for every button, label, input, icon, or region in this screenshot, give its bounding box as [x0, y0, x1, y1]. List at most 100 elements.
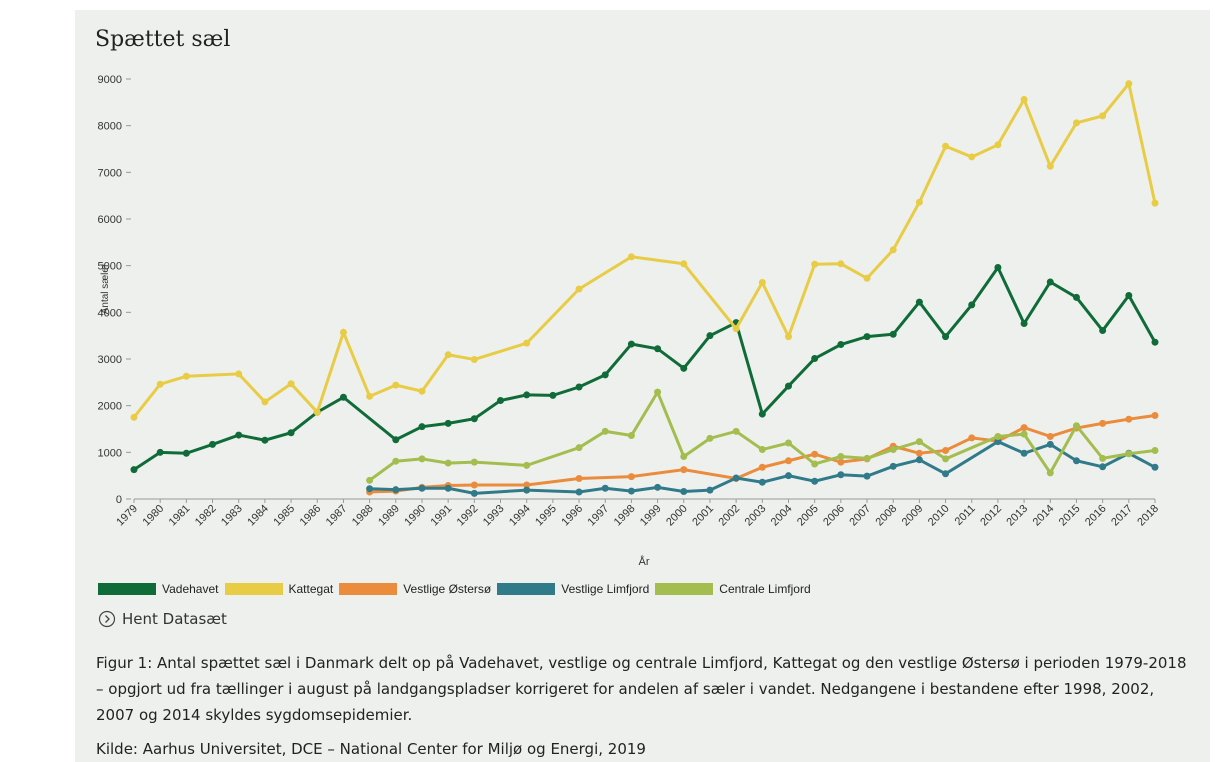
x-tick-label: 1992 [455, 503, 481, 529]
data-point [287, 429, 295, 437]
x-tick-label: 2018 [1135, 503, 1161, 529]
data-point [680, 453, 688, 461]
data-point [444, 459, 452, 467]
x-axis-label: År [639, 555, 650, 568]
data-point [470, 355, 478, 363]
y-tick-label: 5000 [98, 261, 122, 273]
x-tick-label: 1980 [141, 503, 167, 529]
x-tick-label: 1983 [219, 503, 245, 529]
data-point [758, 478, 766, 486]
data-point [1125, 450, 1133, 458]
data-point [575, 285, 583, 293]
source: Kilde: Aarhus Universitet, DCE – Nationa… [96, 740, 646, 758]
legend-label: Centrale Limfjord [719, 582, 811, 596]
data-point [1099, 112, 1107, 120]
data-point [261, 436, 269, 444]
data-point [1072, 422, 1080, 430]
data-point [1046, 469, 1054, 477]
data-point [470, 458, 478, 466]
data-point [942, 455, 950, 463]
x-tick-label: 2002 [716, 503, 742, 529]
data-point [889, 462, 897, 470]
data-point [627, 340, 635, 348]
data-point [1020, 449, 1028, 457]
chart: Spættet sæl Antal sæler År 0 1000 2000 3000… [95, 27, 1161, 568]
data-point [942, 142, 950, 150]
chart-title: Spættet sæl [95, 27, 230, 52]
legend-item[interactable]: Centrale Limfjord [655, 582, 811, 596]
data-point [392, 381, 400, 389]
data-point [706, 434, 714, 442]
x-tick-label: 2013 [1004, 503, 1030, 529]
y-tick-label: 3000 [98, 354, 122, 366]
data-point [942, 333, 950, 341]
legend-swatch [98, 583, 156, 595]
data-point [1020, 96, 1028, 104]
legend: Vadehavet Kattegat Vestlige Østersø Vestlig… [98, 582, 817, 596]
x-tick-label: 1979 [114, 503, 140, 529]
data-point [942, 446, 950, 454]
caption: Figur 1: Antal spættet sæl i Danmark del… [96, 654, 1187, 724]
legend-item[interactable]: Vadehavet [98, 582, 219, 596]
download-label[interactable]: Hent Datasæt [122, 610, 227, 628]
x-tick-label: 2000 [664, 503, 690, 529]
x-tick-label: 1989 [376, 503, 402, 529]
data-point [1046, 432, 1054, 440]
data-point [523, 391, 531, 399]
data-point [549, 391, 557, 399]
x-tick-label: 1996 [559, 503, 585, 529]
data-point [1099, 454, 1107, 462]
y-tick-label: 9000 [98, 74, 122, 86]
x-tick-label: 2012 [978, 503, 1004, 529]
data-point [811, 477, 819, 485]
data-point [1125, 80, 1133, 88]
data-point [366, 392, 374, 400]
data-point [627, 473, 635, 481]
data-point [470, 489, 478, 497]
data-point [1151, 446, 1159, 454]
x-tick-label: 1987 [324, 503, 350, 529]
legend-label: Vadehavet [162, 582, 219, 596]
data-point [1099, 463, 1107, 471]
data-point [915, 298, 923, 306]
x-tick-label: 1984 [245, 503, 271, 529]
data-point [758, 446, 766, 454]
data-point [1072, 119, 1080, 127]
series-line [132, 80, 1157, 419]
x-tick-label: 1993 [481, 503, 507, 529]
legend-item[interactable]: Kattegat [224, 582, 333, 596]
data-point [418, 484, 426, 492]
data-point [758, 278, 766, 286]
data-point [182, 449, 190, 457]
x-tick-label: 1981 [167, 503, 193, 529]
legend-swatch [497, 583, 556, 595]
data-point [968, 153, 976, 161]
data-point [811, 450, 819, 458]
data-point [654, 388, 662, 396]
data-point [1046, 162, 1054, 170]
x-tick-label: 2017 [1109, 503, 1135, 529]
x-tick-label: 1994 [507, 503, 533, 529]
legend-item[interactable]: Vestlige Limfjord [497, 582, 649, 596]
download-link[interactable]: Hent Datasæt [98, 610, 227, 628]
data-point [784, 333, 792, 341]
data-point [1151, 199, 1159, 207]
legend-item[interactable]: Vestlige Østersø [339, 582, 491, 596]
data-point [706, 486, 714, 494]
y-tick-label: 1000 [98, 447, 122, 459]
data-point [1046, 278, 1054, 286]
data-point [130, 466, 138, 474]
data-point [915, 456, 923, 464]
data-point [784, 382, 792, 390]
x-tick-label: 2006 [821, 503, 847, 529]
data-point [680, 260, 688, 268]
x-tick-label: 2001 [690, 503, 716, 529]
data-point [287, 380, 295, 388]
data-point [627, 253, 635, 261]
x-tick-label: 2004 [769, 503, 795, 529]
x-tick-label: 1985 [271, 503, 297, 529]
series-line [369, 413, 1156, 494]
data-point [994, 264, 1002, 272]
data-point [575, 488, 583, 496]
